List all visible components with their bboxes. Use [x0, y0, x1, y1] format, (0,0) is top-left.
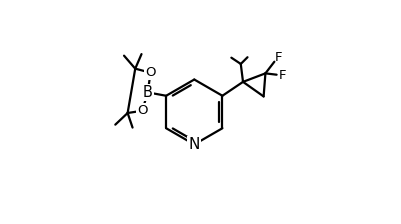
Text: O: O	[137, 104, 147, 117]
Text: B: B	[142, 85, 152, 100]
Text: F: F	[278, 69, 285, 82]
Text: F: F	[274, 51, 282, 64]
Text: O: O	[145, 66, 155, 79]
Text: N: N	[188, 137, 199, 152]
